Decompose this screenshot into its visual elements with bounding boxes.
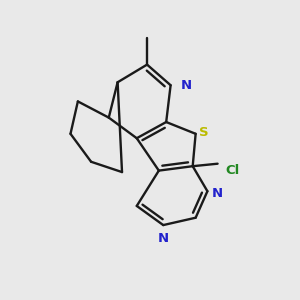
Text: Cl: Cl bbox=[225, 164, 239, 177]
Text: S: S bbox=[200, 126, 209, 140]
Text: N: N bbox=[212, 187, 223, 200]
Text: N: N bbox=[158, 232, 169, 245]
Text: N: N bbox=[181, 79, 192, 92]
